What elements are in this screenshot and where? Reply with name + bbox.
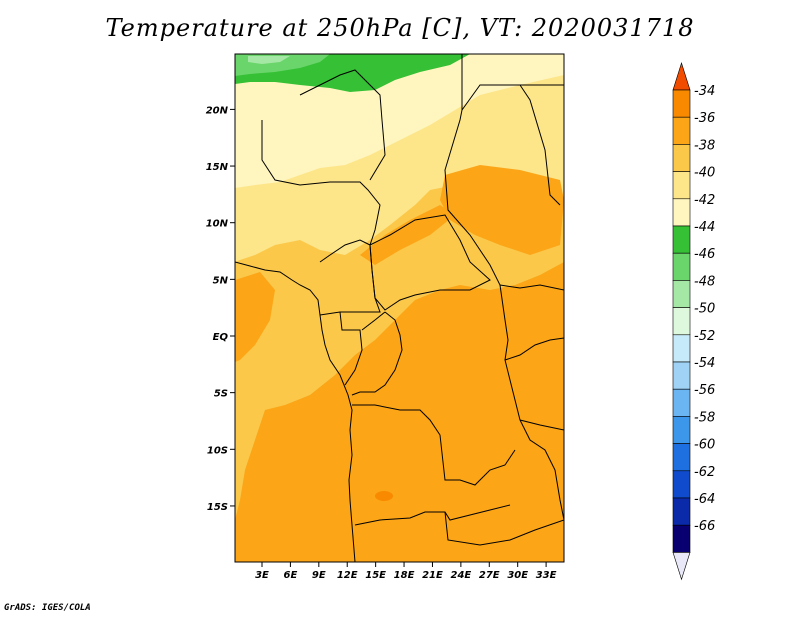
- border-gabon-congo: [339, 311, 386, 386]
- lat-tick-label: 5N: [213, 275, 229, 286]
- colorbar-label: -48: [694, 274, 715, 289]
- colorbar-label: -54: [694, 356, 715, 371]
- colorbar-swatch: [672, 280, 691, 308]
- colorbar-swatch: [672, 307, 691, 336]
- colorbar-swatch: [672, 443, 691, 472]
- band-minus36-spot: [375, 491, 393, 501]
- colorbar-label: -62: [694, 465, 715, 480]
- border-zambia: [444, 511, 564, 546]
- border-east-lakes: [504, 337, 564, 431]
- border-niger-chad: [261, 120, 381, 246]
- lon-tick-label: 21E: [422, 570, 443, 581]
- map-title: Temperature at 250hPa [C], VT: 202003171…: [105, 14, 695, 42]
- border-angola: [352, 404, 516, 486]
- colorbar-label: -44: [694, 220, 715, 235]
- colorbar-swatch: [672, 470, 691, 499]
- band-minus38-streak: [360, 205, 455, 265]
- longitude-axis: 3E 6E 9E 12E 15E 18E 21E 24E 27E 30E 33E: [255, 562, 557, 581]
- lon-tick-label: 12E: [337, 570, 358, 581]
- colorbar-top-triangle: [672, 62, 691, 91]
- lon-tick-label: 3E: [255, 570, 269, 581]
- band-minus48: [248, 56, 290, 64]
- boundaries: [235, 54, 564, 562]
- colorbar-swatch: [672, 497, 691, 526]
- colorbar-swatch: [672, 361, 691, 390]
- map-frame: [234, 53, 565, 563]
- lon-tick-label: 6E: [284, 570, 298, 581]
- colorbar-label: -42: [694, 193, 715, 208]
- lat-tick-label: 10N: [206, 219, 229, 230]
- temperature-field: [235, 54, 564, 562]
- colorbar-bottom-triangle: [672, 552, 691, 581]
- border-cameroon: [319, 239, 381, 316]
- colorbar-label: -52: [694, 329, 715, 344]
- lon-tick-label: 9E: [312, 570, 326, 581]
- border-sudan-north: [461, 84, 564, 111]
- colorbar-swatch: [672, 225, 691, 254]
- colorbar-label: -40: [694, 166, 715, 181]
- band-minus38-west: [235, 272, 275, 362]
- colorbar-swatch: [672, 252, 691, 281]
- border-egypt-sudan: [444, 54, 506, 321]
- colorbar: -34 -36 -38 -40 -42 -44 -46 -48 -50 -52 -54 -56 -58 -…: [672, 62, 715, 581]
- grads-credit: GrADS: IGES/COLA: [4, 603, 91, 613]
- colorbar-swatch: [672, 171, 691, 200]
- colorbar-swatch: [672, 116, 691, 145]
- colorbar-swatch: [672, 524, 691, 553]
- border-angola-south: [354, 504, 511, 526]
- colorbar-label: -34: [694, 84, 715, 99]
- colorbar-label: -50: [694, 302, 715, 317]
- colorbar-label: -64: [694, 492, 715, 507]
- colorbar-label: -46: [694, 247, 715, 262]
- lat-tick-label: 15N: [206, 162, 229, 173]
- border-horn: [499, 84, 564, 291]
- colorbar-swatch: [672, 334, 691, 363]
- lat-tick-label: 15S: [207, 502, 228, 513]
- border-drc-west: [351, 311, 403, 396]
- border-car-north: [369, 214, 491, 311]
- lon-tick-label: 24E: [450, 570, 471, 581]
- colorbar-swatch: [672, 198, 691, 227]
- lon-tick-label: 30E: [507, 570, 528, 581]
- lon-tick-label: 18E: [394, 570, 415, 581]
- border-libya-sudan: [299, 69, 386, 181]
- lon-tick-label: 27E: [479, 570, 500, 581]
- coastline-west-africa: [235, 261, 356, 562]
- colorbar-swatch: [672, 144, 691, 172]
- band-minus38-south: [235, 262, 564, 562]
- lat-tick-label: 10S: [207, 445, 228, 456]
- colorbar-label: -60: [694, 438, 715, 453]
- colorbar-swatch: [672, 388, 691, 417]
- colorbar-label: -36: [694, 111, 715, 126]
- colorbar-swatch: [672, 89, 691, 118]
- lon-tick-label: 33E: [536, 570, 557, 581]
- band-minus42: [235, 54, 564, 188]
- colorbar-swatch: [672, 416, 691, 444]
- colorbar-label: -66: [694, 519, 715, 534]
- colorbar-label: -58: [694, 410, 715, 425]
- colorbar-label: -38: [694, 138, 715, 153]
- band-minus38-northeast: [440, 165, 564, 255]
- lat-tick-label: 20N: [206, 105, 229, 116]
- latitude-axis: 20N 15N 10N 5N EQ 5S 10S 15S: [206, 105, 235, 513]
- lat-tick-label: 5S: [214, 389, 228, 400]
- colorbar-label: -56: [694, 383, 715, 398]
- lon-tick-label: 15E: [365, 570, 386, 581]
- lat-tick-label: EQ: [213, 332, 229, 343]
